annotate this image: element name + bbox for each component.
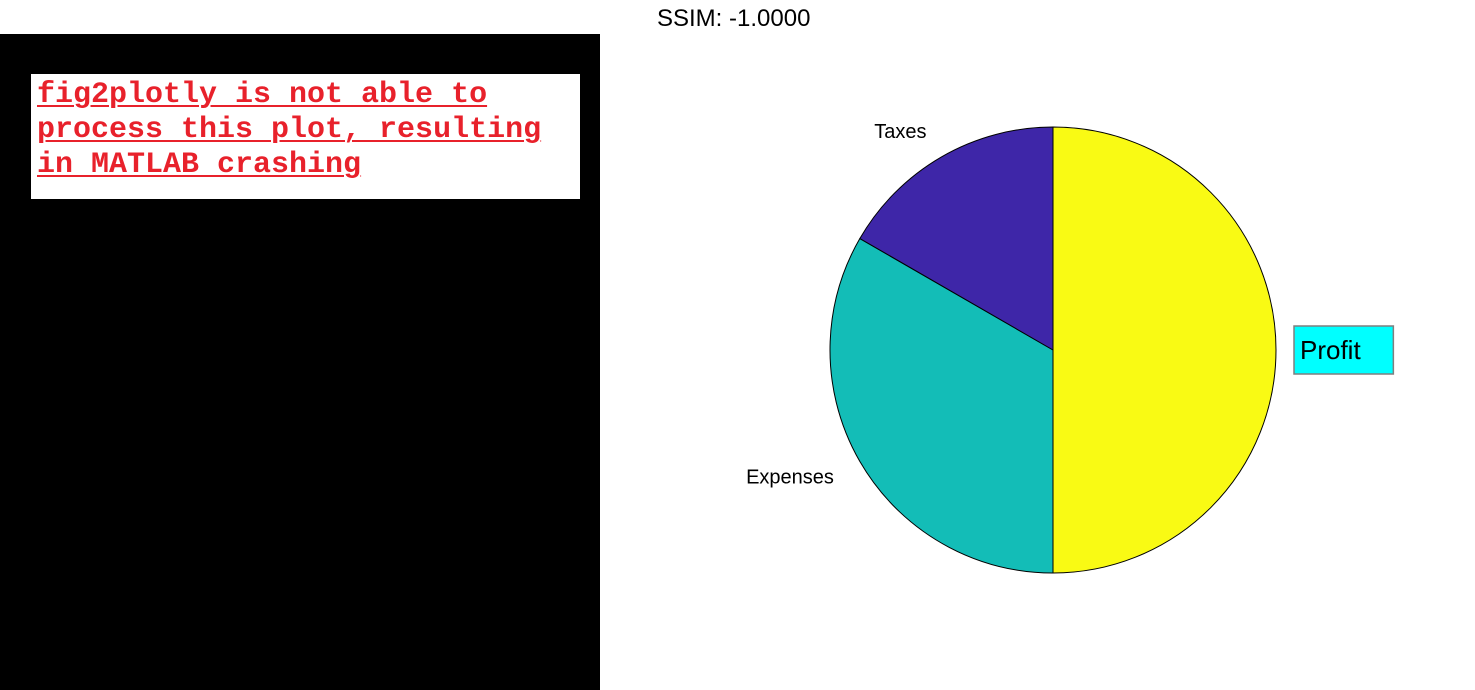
pie-slice-profit	[1052, 126, 1277, 574]
pie-chart: Profit Expenses Taxes	[746, 121, 1395, 574]
error-line-1: fig2plotly is not able to	[37, 78, 488, 112]
slice-label-box-profit	[1293, 325, 1395, 375]
error-message-text: fig2plotly is not able to process this p…	[37, 78, 574, 183]
left-panel: fig2plotly is not able to process this p…	[0, 34, 600, 690]
error-line-2: process this plot, resulting	[37, 113, 542, 147]
error-message-box: fig2plotly is not able to process this p…	[31, 74, 580, 199]
pie-slice-taxes	[859, 126, 1054, 351]
slice-label-profit: Profit	[1300, 335, 1361, 365]
error-line-3: in MATLAB crashing	[37, 148, 362, 182]
slice-label-taxes: Taxes	[874, 121, 926, 143]
pie-slice-expenses	[829, 237, 1054, 574]
slice-label-expenses: Expenses	[746, 467, 834, 489]
ssim-title: SSIM: -1.0000	[657, 5, 811, 32]
